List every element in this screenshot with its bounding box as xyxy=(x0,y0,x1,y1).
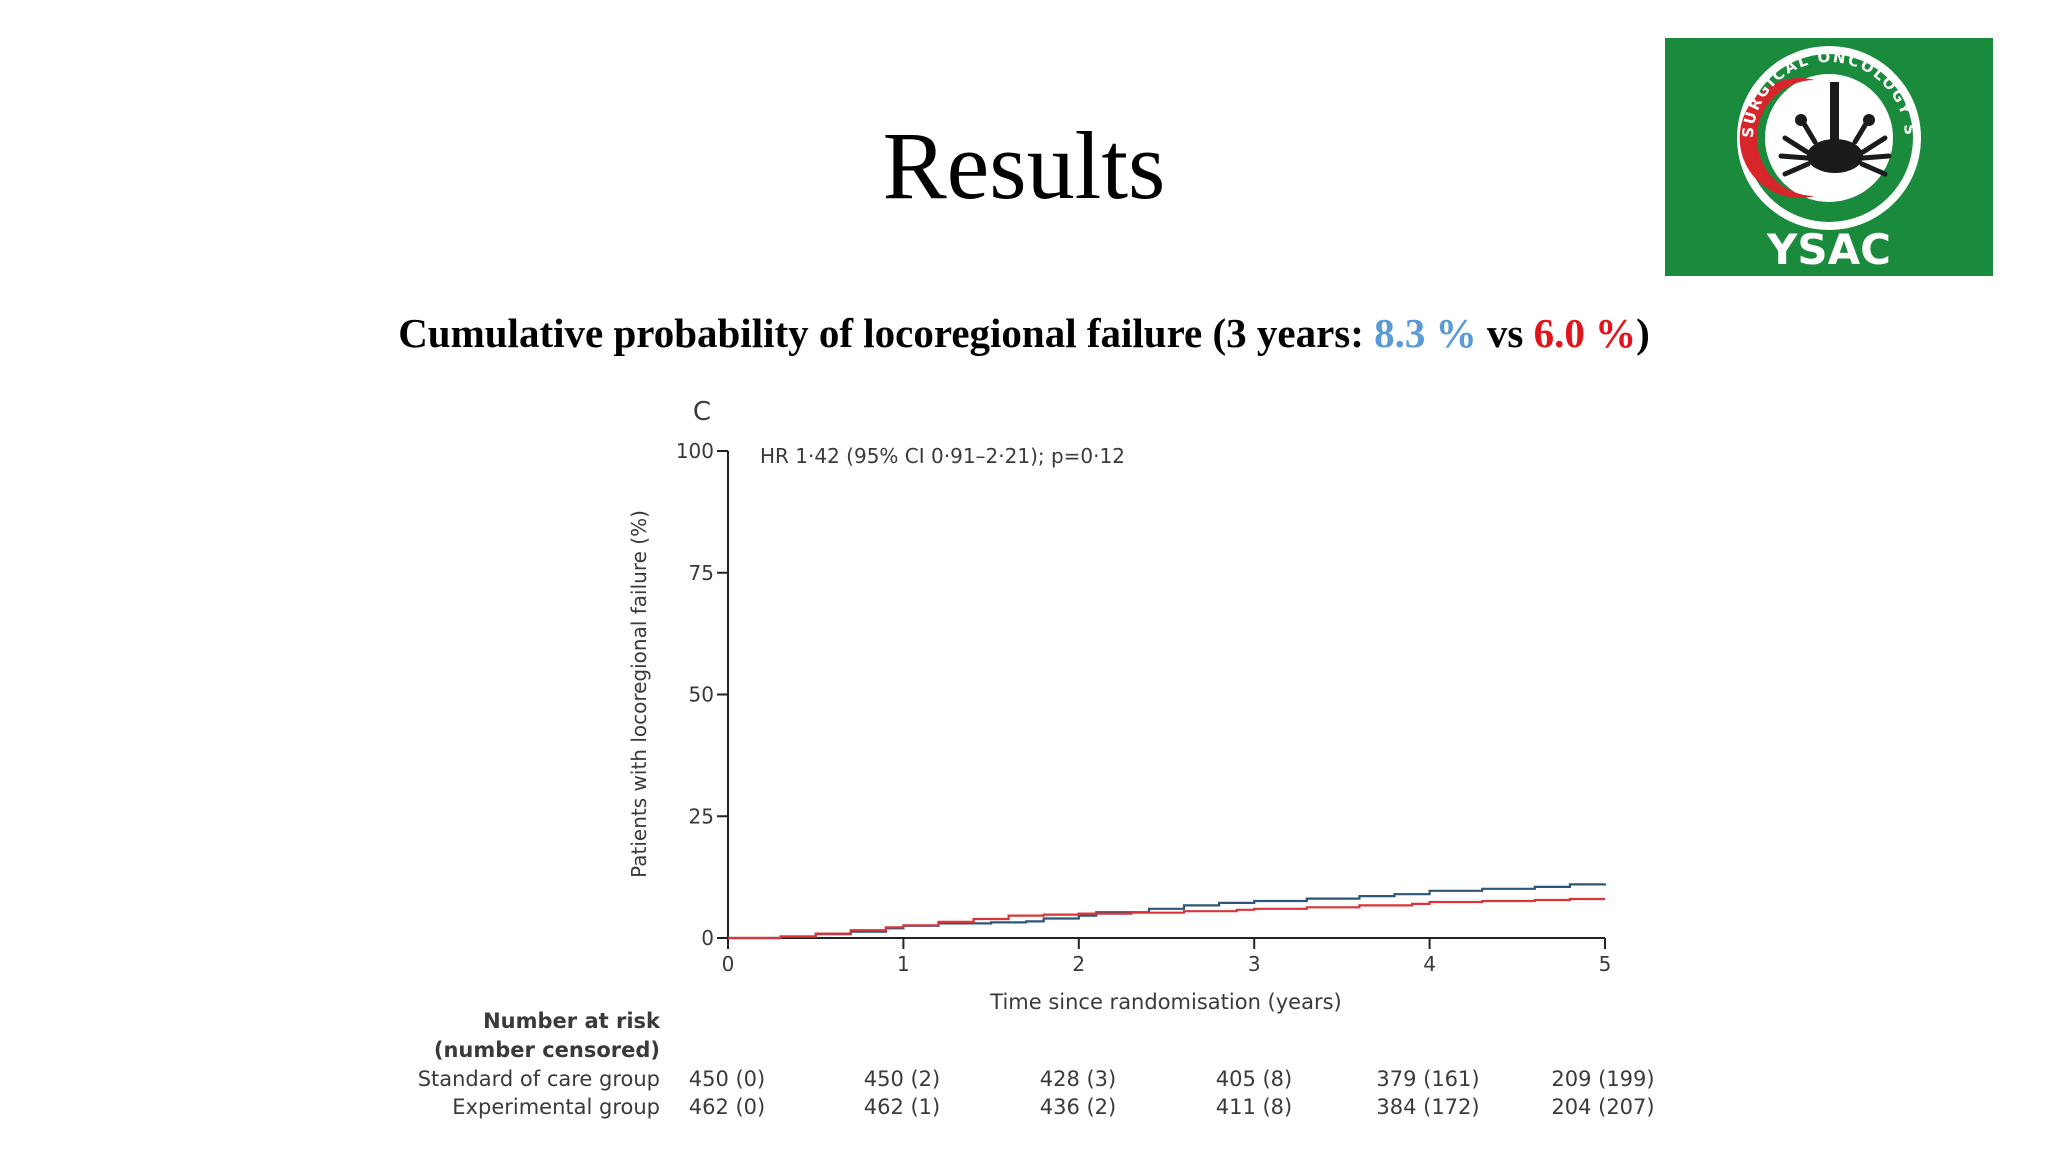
risk-table: Number at risk (number censored) Standar… xyxy=(418,1009,1655,1119)
y-tick-label: 75 xyxy=(689,561,714,585)
risk-values: 450 (0) 450 (2) 428 (3) 405 (8) 379 (161) 209… xyxy=(689,1067,1655,1119)
risk-cell: 428 (3) xyxy=(1040,1067,1117,1091)
subtitle-prefix: Cumulative probability of locoregional f… xyxy=(398,310,1375,356)
y-axis-label: Patients with locoregional failure (%) xyxy=(627,510,651,878)
risk-cell: 450 (2) xyxy=(864,1067,941,1091)
subtitle-standard-value: 8.3 % xyxy=(1374,310,1477,356)
crab-icon xyxy=(1778,114,1892,177)
panel-label: C xyxy=(693,397,711,427)
x-tick-label: 4 xyxy=(1423,952,1436,976)
risk-table-subheader: (number censored) xyxy=(434,1038,660,1062)
chart-axes: 0 25 50 75 100 0 1 2 3 4 5 xyxy=(676,439,1612,976)
x-tick-label: 0 xyxy=(722,952,735,976)
y-tick-label: 50 xyxy=(689,683,714,707)
x-axis-label: Time since randomisation (years) xyxy=(989,990,1341,1014)
risk-table-header: Number at risk xyxy=(483,1009,661,1033)
risk-cell: 379 (161) xyxy=(1376,1067,1479,1091)
subtitle-suffix: ) xyxy=(1636,310,1650,356)
risk-cell: 462 (0) xyxy=(689,1095,766,1119)
risk-row-label-experimental: Experimental group xyxy=(452,1095,660,1119)
risk-cell: 462 (1) xyxy=(864,1095,941,1119)
y-tick-label: 0 xyxy=(701,926,714,950)
scalpel-icon xyxy=(1830,82,1839,142)
y-tick-label: 100 xyxy=(676,439,714,463)
x-tick-label: 2 xyxy=(1072,952,1085,976)
logo-text: YSAC xyxy=(1766,225,1891,274)
risk-cell: 405 (8) xyxy=(1216,1067,1293,1091)
x-tick-label: 1 xyxy=(897,952,910,976)
crescent-icon xyxy=(1739,78,1815,198)
ysac-logo: SURGICAL ONCOLOGY SOCIETY PAKISTAN YSAC xyxy=(1665,38,1993,276)
risk-cell: 450 (0) xyxy=(689,1067,766,1091)
series-group xyxy=(728,883,1607,940)
x-tick-label: 3 xyxy=(1248,952,1261,976)
hazard-ratio-annotation: HR 1·42 (95% CI 0·91–2·21); p=0·12 xyxy=(760,444,1125,468)
risk-cell: 209 (199) xyxy=(1551,1067,1654,1091)
risk-row-label-standard: Standard of care group xyxy=(418,1067,660,1091)
slide-title: Results xyxy=(882,112,1166,219)
risk-cell: 436 (2) xyxy=(1040,1095,1117,1119)
risk-cell: 411 (8) xyxy=(1216,1095,1293,1119)
risk-cell: 384 (172) xyxy=(1376,1095,1479,1119)
subtitle-experimental-value: 6.0 % xyxy=(1533,310,1637,356)
series-experimental-line xyxy=(728,897,1605,940)
y-tick-label: 25 xyxy=(689,804,714,828)
subtitle-vs: vs xyxy=(1476,310,1534,356)
chart-subtitle: Cumulative probability of locoregional f… xyxy=(0,313,2048,354)
x-tick-label: 5 xyxy=(1599,952,1612,976)
risk-cell: 204 (207) xyxy=(1551,1095,1654,1119)
